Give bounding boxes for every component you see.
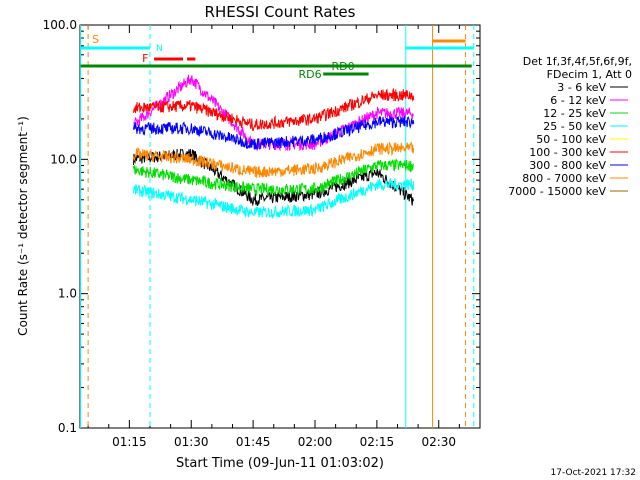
legend-entry-label: 3 - 6 keV	[557, 81, 606, 94]
series-line	[133, 74, 415, 152]
legend: Det 1f,3f,4f,5f,6f,9f,FDecim 1, Att 03 -…	[508, 55, 632, 198]
legend-entry-label: 800 - 7000 keV	[522, 172, 606, 185]
series-line	[133, 114, 415, 150]
legend-entry-label: 7000 - 15000 keV	[508, 185, 606, 198]
flare-label: F	[142, 52, 148, 65]
chart-title: RHESSI Count Rates	[205, 3, 356, 21]
x-tick-label: 02:00	[298, 435, 333, 449]
legend-entry-label: 25 - 50 keV	[543, 120, 606, 133]
y-tick-label: 10.0	[50, 152, 77, 166]
x-tick-label: 01:15	[112, 435, 147, 449]
y-axis-ticks: 0.1 1.0 10.0 100.0	[43, 18, 480, 435]
y-tick-label: 100.0	[43, 18, 77, 32]
legend-entry-label: 12 - 25 keV	[543, 107, 606, 120]
event-markers: S NF RD0 RD6	[80, 25, 475, 428]
y-axis-label: Count Rate (s⁻¹ detector segment⁻¹)	[16, 116, 30, 336]
legend-header: FDecim 1, Att 0	[547, 68, 632, 81]
decimation-label-rd0: RD0	[331, 60, 354, 73]
decimation-label-rd6: RD6	[298, 68, 321, 81]
series-line	[133, 148, 415, 207]
saa-label: S	[92, 33, 99, 46]
legend-header: Det 1f,3f,4f,5f,6f,9f,	[523, 55, 632, 68]
series-line	[133, 141, 415, 178]
series-line	[133, 87, 415, 132]
plot-frame	[79, 24, 481, 429]
legend-entry-label: 300 - 800 keV	[529, 159, 606, 172]
y-tick-label: 0.1	[58, 421, 77, 435]
x-tick-label: 01:30	[174, 435, 209, 449]
x-axis-ticks: 01:15 01:30 01:45 02:00 02:15 02:30	[87, 25, 481, 449]
legend-entry-label: 50 - 100 keV	[536, 133, 606, 146]
night-label: N	[156, 44, 163, 54]
series-line	[133, 177, 415, 219]
x-axis-label: Start Time (09-Jun-11 01:03:02)	[176, 456, 384, 471]
legend-entry-label: 100 - 300 keV	[529, 146, 606, 159]
x-tick-label: 01:45	[236, 435, 271, 449]
series-line	[133, 157, 415, 198]
legend-entry-label: 6 - 12 keV	[550, 94, 606, 107]
footer-timestamp: 17-Oct-2021 17:32	[551, 468, 636, 478]
x-tick-label: 02:30	[421, 435, 456, 449]
y-tick-label: 1.0	[58, 287, 77, 301]
series-group	[133, 74, 415, 219]
x-tick-label: 02:15	[360, 435, 395, 449]
